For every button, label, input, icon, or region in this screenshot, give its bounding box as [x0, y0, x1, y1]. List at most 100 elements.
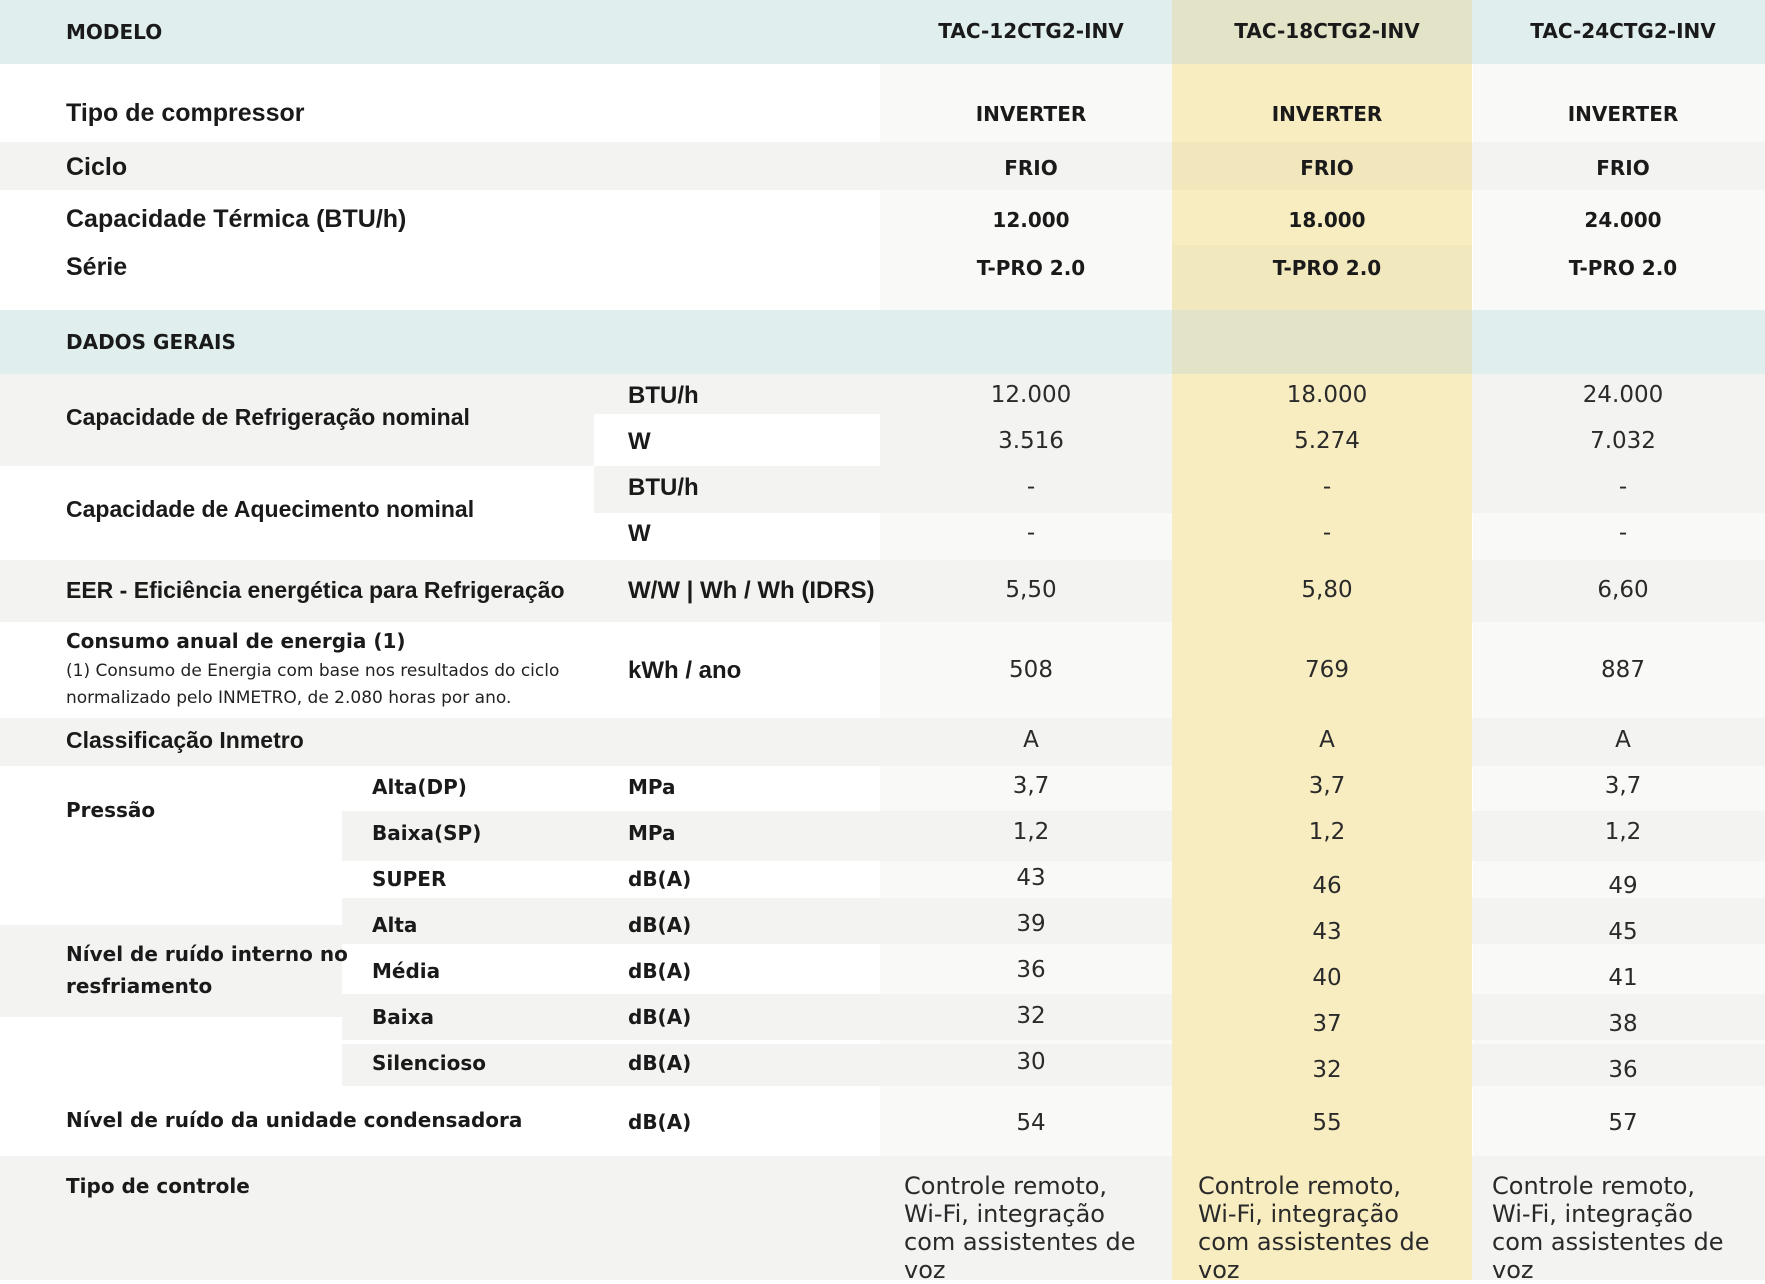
controle-line: Controle remoto, [1492, 1172, 1696, 1200]
table-cell: 32 [1312, 1057, 1342, 1083]
table-cell: 38 [1608, 1011, 1638, 1037]
table-cell: 887 [1601, 657, 1645, 683]
summary-value: 18.000 [1288, 208, 1366, 232]
section-title: DADOS GERAIS [66, 330, 236, 354]
summary-value: FRIO [1596, 156, 1650, 180]
stripe-alta [342, 898, 1765, 944]
table-cell: 43 [1312, 919, 1342, 945]
table-cell: 6,60 [1597, 577, 1649, 603]
table-cell: 12.000 [990, 382, 1072, 408]
stripe-ruido-label [0, 925, 342, 1017]
table-cell: - [1618, 520, 1628, 546]
table-cell: 40 [1312, 965, 1342, 991]
highlight-header [1172, 0, 1472, 64]
table-cell: 30 [1016, 1049, 1046, 1075]
table-cell: 41 [1608, 965, 1638, 991]
aquecimento-label: Capacidade de Aquecimento nominal [66, 496, 475, 522]
unit-label: dB(A) [628, 1005, 692, 1029]
pressao-label: Pressão [66, 798, 156, 822]
controle-line: Wi-Fi, integração [904, 1200, 1105, 1228]
table-cell: 1,2 [1012, 819, 1050, 845]
header-band [0, 0, 1765, 64]
unit-label: W [628, 428, 651, 455]
summary-value: 12.000 [992, 208, 1070, 232]
controle-line: Controle remoto, [904, 1172, 1108, 1200]
unit-label: dB(A) [628, 1110, 692, 1134]
summary-value: INVERTER [1567, 102, 1679, 126]
summary-label: Ciclo [66, 153, 128, 181]
sub-label: Silencioso [372, 1051, 487, 1075]
model-3: TAC-24CTG2-INV [1530, 19, 1716, 43]
table-cell: 1,2 [1604, 819, 1642, 845]
controle-line: Wi-Fi, integração [1198, 1200, 1399, 1228]
table-cell: - [1322, 474, 1332, 500]
sub-label: Baixa(SP) [372, 821, 482, 845]
table-cell: - [1322, 520, 1332, 546]
stripe-ciclo [0, 142, 1765, 190]
table-cell: 54 [1016, 1110, 1046, 1136]
summary-value: FRIO [1004, 156, 1058, 180]
stripe-baixa [342, 811, 1765, 861]
highlight-stripe-serie [1172, 245, 1472, 310]
summary-value: INVERTER [975, 102, 1087, 126]
table-cell: 5,50 [1005, 577, 1057, 603]
table-cell: 5,80 [1301, 577, 1353, 603]
table-cell: 5.274 [1294, 428, 1360, 454]
summary-label: Série [66, 253, 128, 281]
table-cell: 32 [1016, 1003, 1046, 1029]
unit-label: dB(A) [628, 1051, 692, 1075]
table-cell: 36 [1608, 1057, 1638, 1083]
controle-line: com assistentes de voz [1198, 1228, 1430, 1284]
model-1: TAC-12CTG2-INV [938, 19, 1124, 43]
table-cell: 3,7 [1604, 773, 1642, 799]
consumo-label: Consumo anual de energia (1) [66, 629, 406, 653]
controle-line: com assistentes de voz [1492, 1228, 1724, 1284]
unit-label: dB(A) [628, 959, 692, 983]
table-cell: 36 [1016, 957, 1046, 983]
summary-value: FRIO [1300, 156, 1354, 180]
consumo-note-line1: (1) Consumo de Energia com base nos resu… [66, 661, 560, 681]
unit-label: kWh / ano [628, 657, 742, 684]
table-cell: - [1618, 474, 1628, 500]
section-band [0, 310, 1765, 374]
summary-value: 24.000 [1584, 208, 1662, 232]
table-cell: 3,7 [1012, 773, 1050, 799]
unit-label: MPa [628, 821, 676, 845]
highlight-section [1172, 310, 1472, 374]
unit-label: BTU/h [628, 474, 699, 501]
summary-label: Capacidade Térmica (BTU/h) [66, 205, 407, 233]
summary-value: T-PRO 2.0 [976, 256, 1086, 280]
controle-line: com assistentes de voz [904, 1228, 1136, 1284]
model-2: TAC-18CTG2-INV [1234, 19, 1420, 43]
unit-label: MPa [628, 775, 676, 799]
unit-label: BTU/h [628, 382, 699, 409]
refrigeracao-label: Capacidade de Refrigeração nominal [66, 404, 470, 430]
condensadora-label: Nível de ruído da unidade condensadora [66, 1108, 523, 1132]
controle-value-1: Controle remoto, Wi-Fi, integração com a… [904, 1172, 1164, 1284]
ruido-label-line1: Nível de ruído interno no [66, 942, 348, 966]
table-cell: 24.000 [1582, 382, 1664, 408]
eer-label: EER - Eficiência energética para Refrige… [66, 577, 565, 603]
table-cell: 39 [1016, 911, 1046, 937]
summary-value: T-PRO 2.0 [1568, 256, 1678, 280]
sub-label: Média [372, 959, 441, 983]
table-cell: 37 [1312, 1011, 1342, 1037]
table-cell: 1,2 [1308, 819, 1346, 845]
table-cell: 57 [1608, 1110, 1638, 1136]
summary-label: Tipo de compressor [66, 99, 305, 127]
table-cell: 55 [1312, 1110, 1342, 1136]
table-cell: 769 [1305, 657, 1349, 683]
unit-label: dB(A) [628, 867, 692, 891]
table-cell: 43 [1016, 865, 1046, 891]
controle-label: Tipo de controle [66, 1174, 250, 1198]
col-bg-1 [880, 0, 1172, 1280]
modelo-label: MODELO [66, 20, 163, 44]
controle-line: Controle remoto, [1198, 1172, 1402, 1200]
col-bg-3 [1473, 0, 1765, 1280]
table-cell: A [1319, 727, 1335, 753]
stripe-silencioso [342, 1044, 1765, 1086]
refrig-w-bg [594, 414, 880, 466]
table-cell: 3,7 [1308, 773, 1346, 799]
stripe-baixa2 [342, 994, 1765, 1040]
table-cell: 3.516 [998, 428, 1064, 454]
